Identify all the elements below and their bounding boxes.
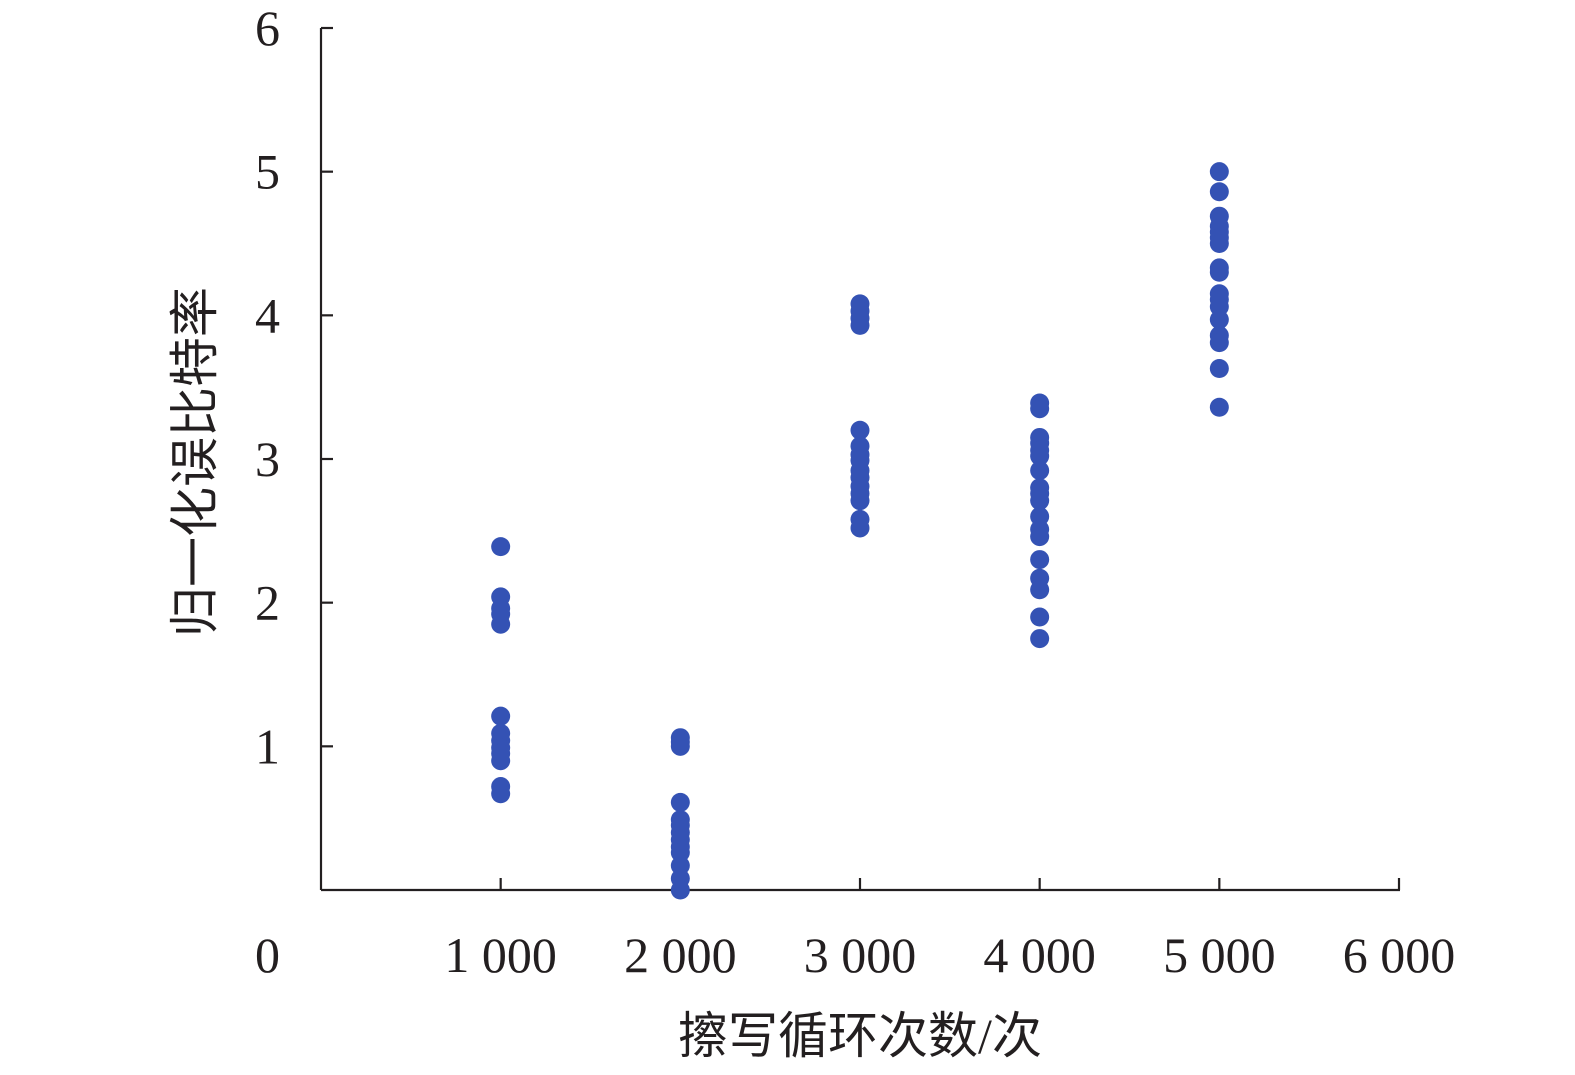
data-points [491, 162, 1229, 900]
x-tick-label: 3 000 [804, 927, 917, 983]
data-point [491, 537, 511, 557]
y-axis-title: 归一化误比特率 [167, 287, 223, 637]
data-point [1209, 182, 1229, 202]
data-point [850, 491, 870, 511]
y-tick-label: 2 [255, 575, 280, 631]
data-point [850, 315, 870, 335]
data-point [1030, 399, 1050, 419]
data-point [491, 751, 511, 771]
data-point [1030, 460, 1050, 480]
data-point [1030, 550, 1050, 570]
data-point [1209, 358, 1229, 378]
data-point [850, 420, 870, 440]
y-tick-label: 4 [255, 287, 280, 343]
data-point [1209, 333, 1229, 353]
x-tick-label: 5 000 [1163, 927, 1276, 983]
data-point [491, 706, 511, 726]
x-axis-title: 擦写循环次数/次 [678, 1008, 1042, 1064]
data-point [1209, 234, 1229, 253]
data-point [1030, 527, 1050, 547]
data-point [1209, 262, 1229, 282]
x-tick-label: 2 000 [624, 927, 737, 983]
x-tick-label: 6 000 [1343, 927, 1456, 983]
data-point [1030, 491, 1050, 511]
tick-marks [321, 26, 1401, 890]
tick-labels: 1 2 3 4 5 6 0 1 000 2 000 3 000 4 000 5 000 6 000 [255, 0, 1455, 983]
y-tick-label: 1 [255, 718, 280, 774]
data-point [491, 614, 511, 634]
origin-label: 0 [255, 927, 280, 983]
data-point [1209, 310, 1229, 330]
data-point [1030, 446, 1050, 466]
x-tick-label: 4 000 [983, 927, 1096, 983]
y-tick-label: 5 [255, 144, 280, 200]
y-tick-label: 6 [255, 0, 280, 56]
data-point [1209, 162, 1229, 182]
data-point [491, 784, 511, 804]
data-point [1209, 397, 1229, 417]
y-tick-label: 3 [255, 431, 280, 487]
data-point [1030, 580, 1050, 600]
data-point [850, 518, 870, 538]
data-point [670, 880, 690, 900]
data-point [1030, 629, 1050, 649]
x-tick-label: 1 000 [444, 927, 557, 983]
data-point [670, 792, 690, 812]
data-point [670, 736, 690, 756]
data-point [1030, 607, 1050, 627]
